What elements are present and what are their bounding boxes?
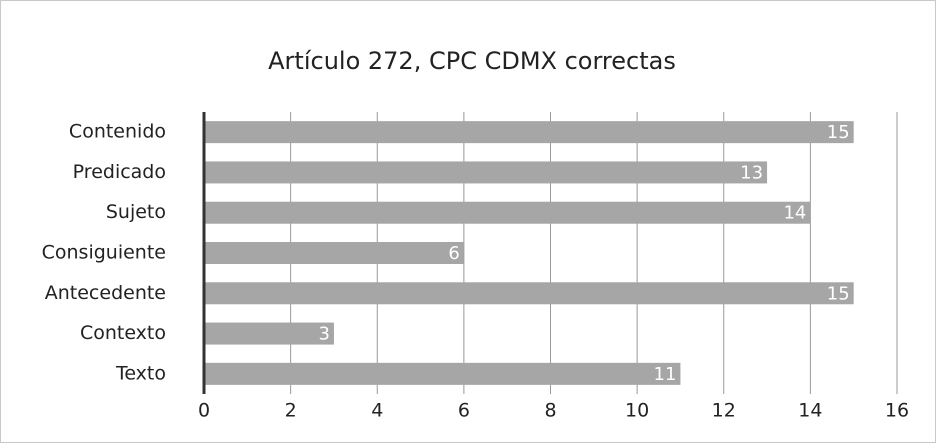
bar — [204, 161, 768, 184]
data-label: 15 — [827, 122, 850, 143]
y-tick-label: Texto — [115, 362, 166, 384]
y-tick-label: Antecedente — [45, 282, 166, 304]
bar — [204, 201, 811, 224]
x-tick-label: 10 — [625, 400, 649, 422]
x-tick-label: 16 — [885, 400, 909, 422]
x-tick-label: 4 — [371, 400, 383, 422]
x-tick-label: 12 — [712, 400, 736, 422]
data-label: 14 — [783, 203, 806, 224]
bar — [204, 121, 854, 144]
y-tick-label: Contexto — [80, 322, 166, 344]
bar — [204, 242, 464, 264]
y-tick-label: Sujeto — [106, 201, 166, 223]
bar — [204, 362, 681, 385]
y-tick-label: Contenido — [69, 121, 166, 143]
x-tick-label: 0 — [198, 400, 210, 422]
x-tick-label: 6 — [458, 400, 470, 422]
data-label: 11 — [654, 364, 677, 385]
y-tick-label: Predicado — [73, 161, 166, 183]
x-tick-label: 8 — [544, 400, 556, 422]
y-tick-label: Consiguiente — [42, 242, 166, 264]
bar — [204, 322, 334, 345]
data-label: 13 — [740, 162, 763, 183]
x-tick-label: 2 — [285, 400, 297, 422]
chart-title: Artículo 272, CPC CDMX correctas — [268, 47, 676, 75]
bar — [204, 282, 854, 305]
data-label: 15 — [827, 283, 850, 304]
x-tick-label: 14 — [798, 400, 822, 422]
data-label: 6 — [448, 243, 459, 264]
data-label: 3 — [318, 324, 329, 345]
